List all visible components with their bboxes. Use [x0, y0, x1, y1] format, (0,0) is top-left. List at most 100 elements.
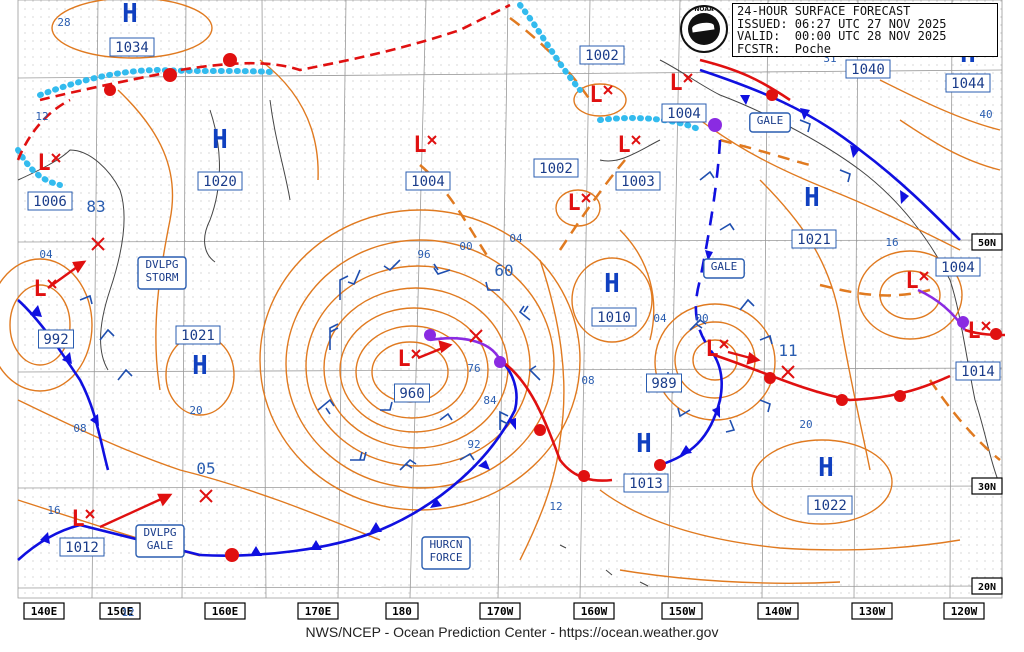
- high-value: 1020: [203, 174, 237, 190]
- fronts: [16, 3, 1006, 561]
- isobar-label: 04: [39, 248, 53, 261]
- low-value: 1002: [585, 48, 619, 64]
- header-title: 24-HOUR SURFACE FORECAST: [737, 4, 911, 18]
- low-letter: L: [397, 347, 410, 372]
- low-letter: L: [589, 83, 602, 108]
- forecast-positions: [91, 237, 795, 503]
- isobars: [0, 0, 1001, 584]
- low-letter: L: [33, 277, 46, 302]
- low-letter: L: [905, 269, 918, 294]
- isobar-label: 20: [799, 418, 812, 431]
- troughs: [419, 16, 1001, 461]
- footer-credit: NWS/NCEP - Ocean Prediction Center - htt…: [305, 624, 719, 640]
- header-forecaster: FCSTR: Poche: [737, 41, 831, 56]
- warning-box: [135, 524, 185, 558]
- isobar-label: 84: [483, 394, 497, 407]
- low-x-mark: [719, 339, 729, 349]
- lon-label-box: [851, 602, 893, 620]
- high-letter: H: [604, 269, 620, 299]
- high-letter: H: [636, 429, 652, 459]
- low-value-box: [405, 171, 451, 191]
- lon-label-box: [661, 602, 703, 620]
- logo-text: NOAA: [694, 6, 714, 13]
- isobar-label: 96: [417, 248, 430, 261]
- warning-label: GALE: [757, 114, 784, 127]
- low-value: 1006: [33, 194, 67, 210]
- high-value: 1044: [951, 76, 985, 92]
- low-x-mark: [411, 349, 421, 359]
- low-value: 1002: [539, 161, 573, 177]
- warm-front-pips: [104, 53, 1002, 562]
- high-value: 1021: [181, 328, 215, 344]
- low-x-mark: [919, 271, 929, 281]
- high-letter: H: [192, 351, 208, 381]
- isobar-label: 16: [885, 236, 898, 249]
- isobar-label: 12: [121, 606, 134, 619]
- low-value: 1004: [941, 260, 975, 276]
- low-value: 1004: [411, 174, 445, 190]
- isobar-label: 16: [47, 504, 60, 517]
- isobar-label: 83: [86, 197, 105, 216]
- lon-label-box: [385, 602, 419, 620]
- noaa-logo: NOAA: [680, 5, 728, 53]
- low-letter: L: [967, 319, 980, 344]
- low-value-box: [394, 383, 430, 403]
- isobar-label: 00: [459, 240, 472, 253]
- lon-label: 170W: [487, 605, 514, 618]
- isobar-label: 12: [35, 110, 48, 123]
- low-letter: L: [567, 191, 580, 216]
- lon-label-box: [573, 602, 615, 620]
- isobar-label: 08: [581, 374, 594, 387]
- high-value-box: [791, 229, 837, 249]
- lon-label: 180: [392, 605, 412, 618]
- high-value-box: [945, 73, 991, 93]
- lon-label-box: [943, 602, 985, 620]
- lat-label: 30N: [978, 482, 996, 493]
- lat-label: 50N: [978, 238, 996, 249]
- low-letter: L: [71, 507, 84, 532]
- low-letter: L: [705, 337, 718, 362]
- pressure-value: 1040: [851, 62, 885, 78]
- motion-arrows: [47, 260, 761, 529]
- low-x-mark: [47, 279, 57, 289]
- warning-box: [703, 258, 745, 279]
- isobar-label: 05: [196, 459, 215, 478]
- low-value: 1004: [667, 106, 701, 122]
- high-letter: H: [804, 183, 820, 213]
- low-letter: L: [37, 151, 50, 176]
- high-value-box: [623, 473, 669, 493]
- lon-label: 130W: [859, 605, 886, 618]
- header-valid: VALID: 00:00 UTC 28 NOV 2025: [737, 29, 947, 43]
- low-value: 960: [399, 386, 424, 402]
- low-value-box: [955, 361, 1001, 381]
- header-issued: ISSUED: 06:27 UTC 27 NOV 2025: [737, 16, 947, 31]
- low-x-mark: [85, 509, 95, 519]
- low-letter: L: [413, 133, 426, 158]
- low-letter: L: [669, 71, 682, 96]
- low-x-mark: [581, 193, 591, 203]
- lon-label-box: [99, 602, 141, 620]
- low-value-box: [579, 45, 625, 65]
- lon-label-box: [479, 602, 521, 620]
- warning-label: FORCE: [429, 551, 462, 564]
- lon-label: 140E: [31, 605, 58, 618]
- warning-box: [137, 256, 187, 290]
- isobar-label: 08: [73, 422, 86, 435]
- low-value: 989: [651, 376, 676, 392]
- low-x-mark: [51, 153, 61, 163]
- lon-label: 170E: [305, 605, 332, 618]
- lon-label: 160E: [212, 605, 239, 618]
- low-letter: L: [617, 133, 630, 158]
- low-value-box: [646, 373, 682, 393]
- warning-label: DVLPG: [143, 526, 176, 539]
- high-letter: H: [818, 453, 834, 483]
- isobar-label: 20: [189, 404, 202, 417]
- occluded-pips: [424, 118, 969, 368]
- lon-label-box: [757, 602, 799, 620]
- isobar-label: 00: [695, 312, 708, 325]
- coastlines: [17, 59, 999, 587]
- isobar-label: 04: [509, 232, 523, 245]
- lon-label-box: [297, 602, 339, 620]
- low-x-mark: [981, 321, 991, 331]
